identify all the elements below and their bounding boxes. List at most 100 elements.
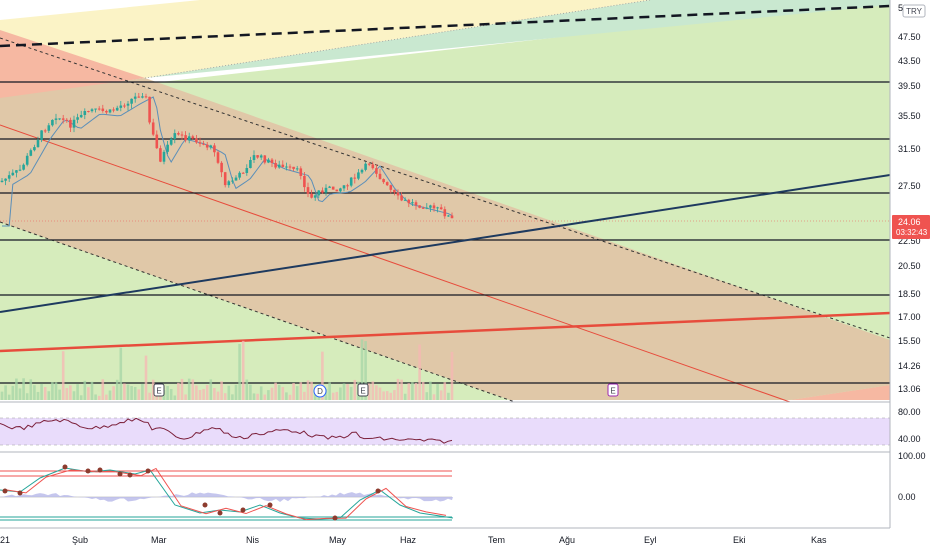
volume-bar [101, 379, 105, 400]
candle-body [198, 142, 202, 144]
rsi-band [0, 418, 890, 445]
volume-bar [209, 379, 213, 400]
volume-bar [94, 394, 97, 400]
stoch-d-line[interactable] [5, 467, 447, 521]
channel-lower-line[interactable] [0, 221, 516, 403]
time-axis[interactable]: 21 Şub Mar Nis May Haz Tem Ağu Eyl Eki K… [0, 535, 827, 545]
volume-bar [306, 380, 310, 400]
rsi-tick: 80.00 [898, 407, 921, 417]
volume-bar [245, 379, 249, 400]
candle-body [29, 150, 33, 156]
volume-bar [7, 394, 11, 400]
price-tick: 14.26 [898, 361, 921, 371]
volume-bar [126, 384, 130, 400]
volume-bar [418, 344, 421, 400]
candle-body [375, 168, 378, 174]
volume-bar [407, 383, 411, 400]
candle-body [328, 186, 331, 188]
volume-bar [331, 392, 335, 400]
volume-bar [141, 383, 144, 400]
candle-body [162, 151, 166, 162]
candle-body [205, 144, 209, 148]
volume-bar [54, 382, 58, 400]
candle-body [61, 118, 65, 120]
candle-body [144, 96, 148, 98]
event-marker-4[interactable]: E [607, 383, 619, 397]
candle-body [36, 140, 40, 148]
candle-body [58, 118, 61, 120]
candle-body [447, 215, 450, 217]
candle-body [18, 169, 22, 171]
volume-bar [274, 382, 277, 400]
fib-fan-drawing[interactable] [0, 0, 890, 400]
volume-bar [72, 391, 76, 400]
price-axis[interactable]: 52 TRY 47.50 43.50 39.50 35.50 31.50 27.… [889, 0, 932, 550]
red-trendline[interactable] [0, 311, 891, 353]
blue-trendline[interactable] [0, 174, 891, 313]
price-tick: 15.50 [898, 336, 921, 346]
volume-bar [285, 392, 288, 400]
volume-bar [360, 339, 364, 400]
volume-bars [0, 339, 454, 400]
candle-body [270, 159, 274, 163]
candle-body [418, 205, 421, 208]
channel-mid-line[interactable] [0, 124, 791, 403]
candle-body [94, 108, 97, 110]
candle-body [155, 134, 159, 149]
candle-body [263, 155, 267, 163]
candle-body [40, 130, 43, 141]
candle-body [414, 202, 418, 206]
volume-bar [277, 384, 281, 400]
fib-zone-yellow [0, 0, 650, 78]
volume-bar [385, 391, 389, 400]
candle-body [79, 114, 83, 118]
last-price-label[interactable]: 24.06 03:32:43 [892, 215, 930, 239]
fan-line-top[interactable] [144, 0, 651, 79]
volume-bar [421, 381, 425, 400]
volume-bar [25, 393, 29, 400]
cross-dot [332, 515, 338, 521]
candlestick-series[interactable] [0, 92, 454, 219]
currency-badge[interactable] [902, 4, 926, 18]
cross-dot [375, 488, 381, 494]
candle-body [256, 155, 259, 158]
candle-body [231, 180, 234, 182]
candle-body [259, 155, 263, 158]
cross-dot [127, 472, 133, 478]
event-marker-2[interactable]: D [313, 384, 327, 398]
horizontal-lines[interactable] [0, 81, 890, 384]
volume-bar [411, 382, 414, 400]
candle-body [11, 172, 15, 176]
volume-bar [166, 386, 169, 400]
candle-body [436, 207, 439, 209]
volume-bar [220, 381, 223, 400]
price-tick: 22.50 [898, 236, 921, 246]
candle-body [187, 136, 191, 141]
volume-bar [15, 378, 18, 400]
resistance-dashed-line[interactable] [0, 4, 891, 48]
event-marker-3[interactable]: E [357, 383, 369, 397]
rsi-pane[interactable] [0, 417, 890, 446]
event-marker-1[interactable]: E [153, 383, 165, 397]
volume-bar [40, 383, 43, 400]
candle-body [303, 175, 306, 188]
volume-bar [148, 392, 151, 400]
candle-body [281, 164, 285, 167]
cross-dot [97, 467, 103, 473]
candle-body [97, 108, 101, 110]
channel-upper-line[interactable] [0, 37, 891, 339]
volume-bar [241, 340, 245, 400]
candle-body [324, 187, 328, 193]
volume-bar [227, 385, 231, 400]
volume-bar [310, 381, 313, 400]
candle-body [450, 215, 454, 219]
candle-body [245, 168, 249, 173]
candle-body [151, 122, 155, 135]
time-tick: Nis [246, 535, 259, 545]
candle-body [227, 181, 231, 186]
stochastic-pane[interactable] [0, 464, 454, 521]
rsi-line[interactable] [0, 417, 453, 444]
candle-body [184, 135, 187, 141]
volume-bar [22, 378, 25, 400]
